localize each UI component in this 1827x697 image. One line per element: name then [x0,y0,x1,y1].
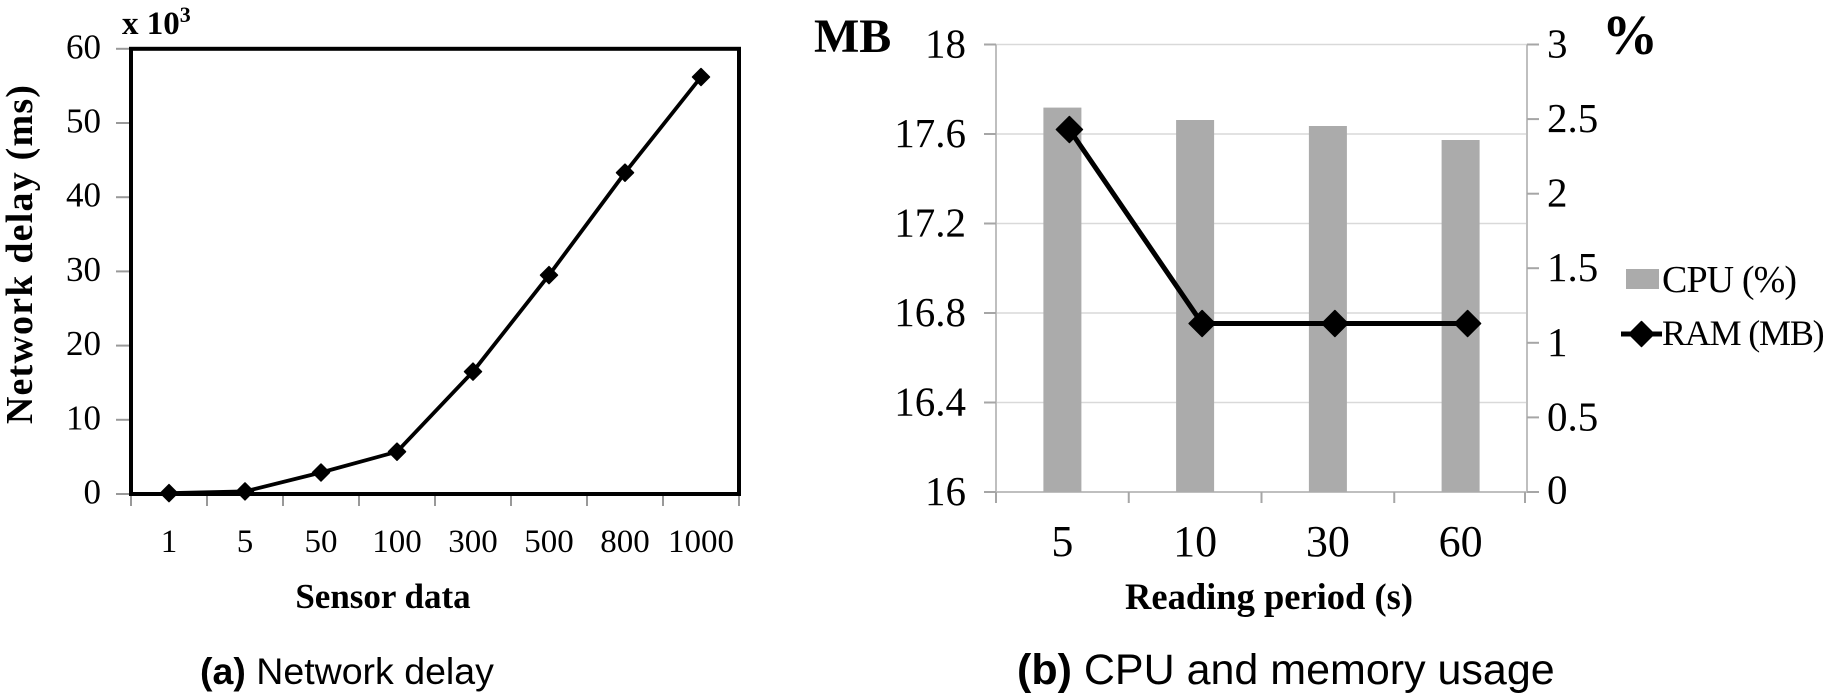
svg-text:50: 50 [66,102,101,141]
svg-text:Sensor data: Sensor data [295,577,470,616]
svg-text:1: 1 [161,524,178,560]
svg-text:50: 50 [305,524,338,560]
svg-text:30: 30 [66,250,101,289]
svg-text:0.5: 0.5 [1547,393,1598,439]
svg-text:2.5: 2.5 [1547,95,1598,141]
svg-text:(b) CPU and memory usage: (b) CPU and memory usage [1017,646,1555,694]
svg-text:800: 800 [600,524,650,560]
svg-text:Reading period (s): Reading period (s) [1125,576,1413,617]
svg-text:60: 60 [66,27,101,66]
svg-text:16: 16 [925,468,966,514]
svg-text:(a) Network delay: (a) Network delay [200,650,494,692]
svg-text:500: 500 [524,524,574,560]
svg-text:10: 10 [1173,517,1217,566]
svg-text:100: 100 [372,524,422,560]
svg-text:16.8: 16.8 [894,289,966,335]
svg-text:2: 2 [1547,170,1568,216]
svg-text:1000: 1000 [668,524,734,560]
svg-text:CPU (%): CPU (%) [1662,259,1796,301]
svg-text:17.2: 17.2 [894,200,966,246]
svg-text:5: 5 [1051,517,1073,566]
svg-text:60: 60 [1439,517,1483,566]
svg-text:1: 1 [1547,319,1568,365]
svg-text:RAM (MB): RAM (MB) [1662,313,1824,353]
svg-text:30: 30 [1306,517,1350,566]
svg-text:0: 0 [1547,467,1568,513]
svg-text:3: 3 [1547,21,1568,67]
svg-text:%: % [1602,5,1658,67]
svg-text:10: 10 [66,398,101,437]
svg-text:1.5: 1.5 [1547,244,1598,290]
svg-text:MB: MB [814,10,891,63]
svg-text:40: 40 [66,176,101,215]
svg-text:18: 18 [925,21,966,67]
svg-text:0: 0 [84,473,102,512]
svg-text:Network delay (ms): Network delay (ms) [0,84,41,424]
svg-text:300: 300 [448,524,498,560]
svg-text:x 103: x 103 [122,2,191,42]
svg-text:5: 5 [237,524,254,560]
svg-text:16.4: 16.4 [894,379,966,425]
svg-text:20: 20 [66,324,101,363]
svg-text:17.6: 17.6 [894,110,966,156]
